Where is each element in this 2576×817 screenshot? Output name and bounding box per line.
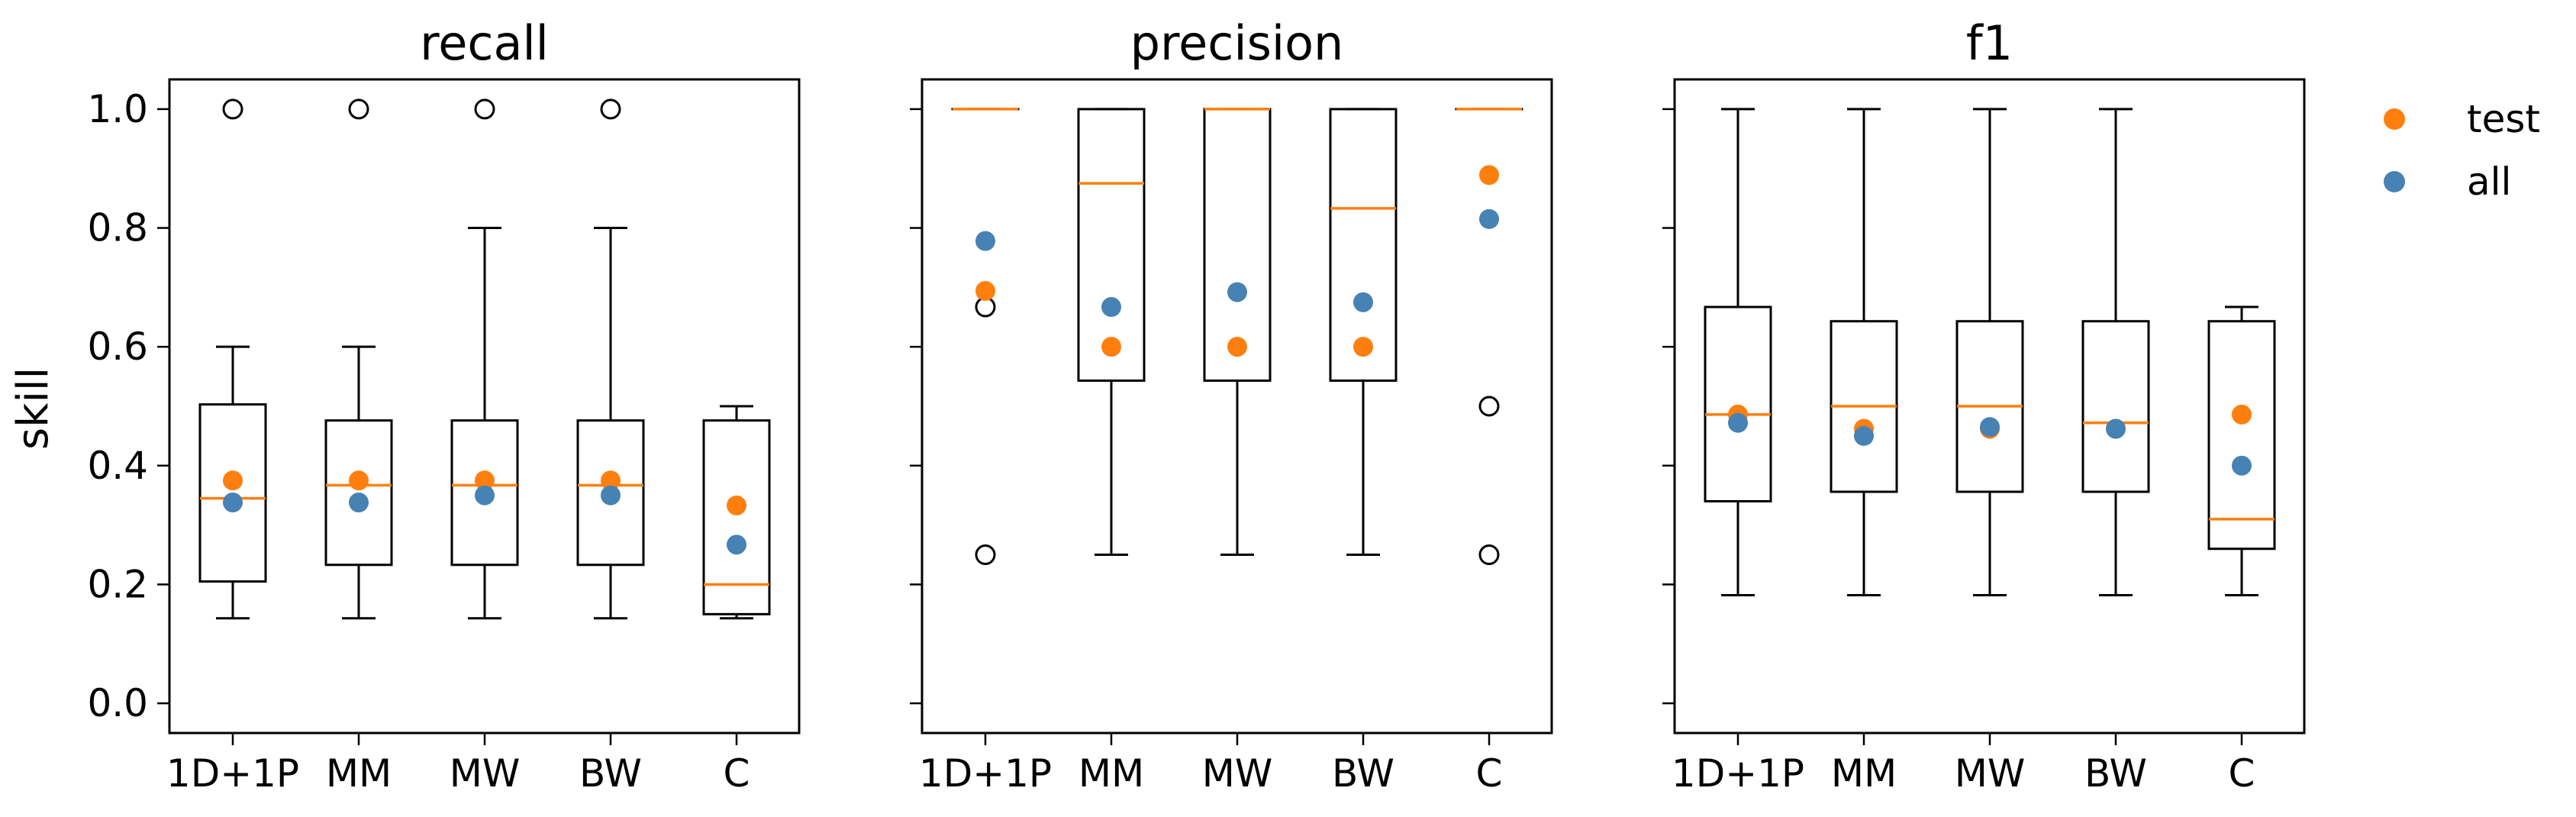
- legend-marker-all: [2384, 171, 2405, 192]
- x-tick-label: MM: [1078, 751, 1144, 796]
- box-MM: [1077, 108, 1146, 557]
- box-iqr: [576, 419, 645, 567]
- y-tick-label: 0.2: [87, 562, 148, 606]
- x-tick-label: BW: [579, 751, 642, 796]
- y-tick-label: 1.0: [87, 87, 148, 131]
- box-iqr: [2081, 320, 2150, 493]
- box-1D+1P: [951, 108, 1020, 566]
- test-point: [475, 470, 495, 491]
- test-point: [1227, 337, 1247, 357]
- panels: recall 0.0 0.2 0.4 0.6 0.8 1.0 1D+1P MM MW BW Cprec…: [87, 15, 2306, 796]
- box-BW: [576, 98, 645, 620]
- test-point: [1101, 337, 1121, 357]
- y-tick-label: 0.6: [87, 325, 148, 369]
- x-tick-label: 1D+1P: [919, 751, 1052, 796]
- box-C: [1455, 108, 1523, 566]
- outlier-point: [474, 98, 495, 120]
- all-point: [1353, 292, 1373, 312]
- all-point: [349, 492, 369, 513]
- x-tick-label: C: [724, 751, 750, 796]
- test-point: [601, 470, 621, 491]
- panel-f1: f1 1D+1P MM MW BW C: [1662, 15, 2306, 796]
- x-tick-label: BW: [2084, 751, 2147, 796]
- legend-label-all: all: [2467, 160, 2511, 204]
- all-point: [1101, 297, 1121, 318]
- outlier-point: [600, 98, 621, 120]
- test-point: [727, 495, 746, 515]
- x-tick-label: MM: [326, 751, 392, 796]
- y-tick-label: 0.0: [87, 681, 148, 725]
- legend-label-test: test: [2467, 97, 2540, 141]
- all-point: [1227, 282, 1247, 302]
- x-tick-label: BW: [1332, 751, 1394, 796]
- all-point: [727, 534, 746, 555]
- x-tick-label: MM: [1831, 751, 1897, 796]
- box-BW: [2081, 108, 2150, 596]
- box-MW: [1955, 108, 2024, 596]
- box-iqr: [450, 419, 519, 567]
- outlier-point: [1478, 544, 1500, 566]
- box-iqr: [1704, 305, 1772, 503]
- test-point: [349, 470, 369, 491]
- all-point: [1854, 425, 1874, 446]
- box-1D+1P: [1704, 108, 1772, 596]
- x-tick-label: MW: [450, 751, 521, 796]
- box-MM: [324, 98, 393, 620]
- all-point: [1980, 417, 2000, 438]
- y-tick-label: 0.4: [87, 444, 148, 488]
- outlier-point: [222, 98, 243, 120]
- box-iqr: [702, 419, 771, 615]
- box-BW: [1329, 108, 1398, 557]
- box-iqr: [1329, 108, 1398, 383]
- box-1D+1P: [198, 98, 267, 620]
- box-C: [702, 405, 771, 620]
- all-point: [601, 485, 621, 505]
- panel-title: f1: [1966, 15, 2013, 71]
- panel-title: recall: [420, 15, 549, 71]
- all-point: [1728, 412, 1748, 433]
- x-tick-label: 1D+1P: [1672, 751, 1804, 796]
- y-tick-label: 0.8: [87, 206, 148, 250]
- x-tick-label: C: [1476, 751, 1503, 796]
- legend: test all: [2384, 97, 2540, 204]
- outlier-point: [348, 98, 369, 120]
- box-MM: [1830, 108, 1898, 596]
- y-axis-label: skill: [8, 367, 58, 450]
- box-C: [2207, 305, 2276, 596]
- test-point: [223, 470, 243, 491]
- box-iqr: [1077, 108, 1146, 383]
- all-point: [2106, 418, 2126, 439]
- all-point: [475, 485, 495, 505]
- x-tick-label: MW: [1202, 751, 1273, 796]
- panel-precision: precision 1D+1P MM MW BW C: [910, 15, 1553, 796]
- test-point: [975, 281, 995, 302]
- panel-recall: recall 0.0 0.2 0.4 0.6 0.8 1.0 1D+1P MM MW BW C: [87, 15, 801, 796]
- x-tick-label: 1D+1P: [166, 751, 299, 796]
- outlier-point: [975, 544, 996, 566]
- test-point: [2232, 404, 2252, 425]
- box-iqr: [324, 419, 393, 567]
- test-point: [1353, 337, 1373, 357]
- all-point: [975, 231, 995, 251]
- panel-title: precision: [1130, 15, 1344, 71]
- box-MW: [450, 98, 519, 620]
- box-iqr: [2207, 320, 2276, 551]
- box-iqr: [198, 403, 267, 583]
- x-tick-label: C: [2229, 751, 2255, 796]
- all-point: [2232, 455, 2252, 476]
- legend-marker-test: [2384, 108, 2405, 130]
- box-MW: [1203, 108, 1272, 557]
- x-tick-label: MW: [1955, 751, 2026, 796]
- all-point: [1479, 208, 1499, 229]
- test-point: [1479, 165, 1499, 186]
- outlier-point: [1478, 396, 1500, 417]
- all-point: [223, 492, 243, 513]
